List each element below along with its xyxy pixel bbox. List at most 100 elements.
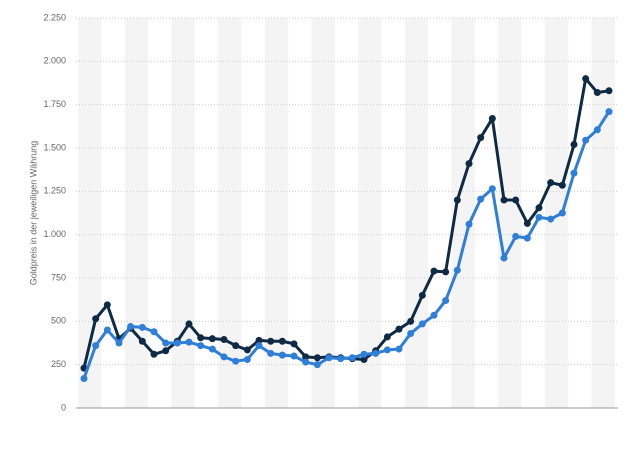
data-point	[453, 266, 461, 274]
data-point	[348, 354, 356, 362]
data-point	[220, 353, 228, 361]
band	[544, 18, 569, 408]
data-point	[127, 323, 135, 331]
data-point	[138, 337, 146, 345]
data-point	[243, 355, 251, 363]
data-point	[418, 320, 426, 328]
data-point	[500, 254, 508, 262]
band	[404, 18, 429, 408]
data-point	[593, 126, 601, 134]
data-point	[605, 108, 613, 116]
data-point	[255, 336, 263, 344]
data-point	[593, 89, 601, 97]
data-point	[232, 357, 240, 365]
data-point	[570, 169, 578, 177]
data-point	[337, 355, 345, 363]
data-point	[197, 342, 205, 350]
data-point	[92, 342, 100, 350]
data-point	[383, 333, 391, 341]
y-tick-label: 500	[51, 316, 66, 326]
data-point	[255, 342, 263, 350]
data-point	[325, 354, 333, 362]
data-point	[500, 196, 508, 204]
data-point	[523, 219, 531, 227]
data-point	[290, 352, 298, 360]
band	[124, 18, 149, 408]
data-point	[488, 115, 496, 123]
data-point	[302, 353, 310, 361]
data-point	[430, 311, 438, 319]
data-point	[383, 346, 391, 354]
data-point	[535, 204, 543, 212]
data-point	[197, 334, 205, 342]
data-point	[208, 345, 216, 353]
band	[171, 18, 195, 408]
data-point	[547, 215, 555, 223]
data-point	[477, 134, 485, 142]
band	[451, 18, 475, 408]
y-tick-label: 750	[51, 272, 66, 282]
data-point	[302, 358, 310, 366]
y-tick-label: 0	[61, 402, 66, 412]
y-tick-label: 2.250	[43, 12, 66, 22]
data-point	[162, 347, 170, 355]
data-point	[558, 181, 566, 189]
data-point	[395, 345, 403, 353]
data-point	[465, 160, 473, 168]
data-point	[582, 75, 590, 83]
data-point	[80, 375, 88, 383]
y-tick-label: 2.000	[43, 56, 66, 66]
data-point	[453, 196, 461, 204]
data-point	[407, 329, 415, 337]
data-point	[442, 268, 450, 276]
data-point	[360, 355, 368, 363]
band	[311, 18, 335, 408]
data-point	[535, 213, 543, 221]
data-point	[278, 351, 286, 359]
data-point	[313, 361, 321, 369]
data-point	[115, 339, 123, 347]
data-point	[313, 354, 321, 362]
band	[591, 18, 615, 408]
data-point	[430, 267, 438, 275]
data-point	[523, 234, 531, 242]
y-axis-label: Goldpreis in der jeweiligen Währung	[28, 141, 38, 286]
data-point	[208, 335, 216, 343]
data-point	[243, 346, 251, 354]
data-point	[442, 297, 450, 305]
band	[78, 18, 102, 408]
data-point	[150, 350, 158, 358]
band	[498, 18, 522, 408]
data-point	[232, 342, 240, 350]
data-point	[162, 339, 170, 347]
data-point	[512, 196, 520, 204]
data-point	[267, 349, 275, 357]
y-tick-label: 1.500	[43, 142, 66, 152]
data-point	[547, 179, 555, 187]
data-point	[173, 339, 181, 347]
data-point	[103, 301, 111, 309]
data-point	[512, 232, 520, 240]
data-point	[418, 291, 426, 299]
data-point	[220, 336, 228, 344]
data-point	[185, 338, 193, 346]
data-point	[407, 317, 415, 325]
data-point	[138, 323, 146, 331]
band	[264, 18, 289, 408]
y-tick-label: 1.250	[43, 186, 66, 196]
data-point	[488, 185, 496, 193]
data-point	[360, 350, 368, 358]
band	[358, 18, 382, 408]
data-point	[150, 328, 158, 336]
data-point	[103, 326, 111, 334]
data-point	[395, 325, 403, 333]
data-point	[278, 337, 286, 345]
data-point	[290, 340, 298, 348]
data-point	[92, 315, 100, 323]
data-point	[185, 320, 193, 328]
data-point	[477, 195, 485, 203]
y-tick-label: 1.000	[43, 229, 66, 239]
data-point	[558, 209, 566, 217]
data-point	[605, 87, 613, 95]
